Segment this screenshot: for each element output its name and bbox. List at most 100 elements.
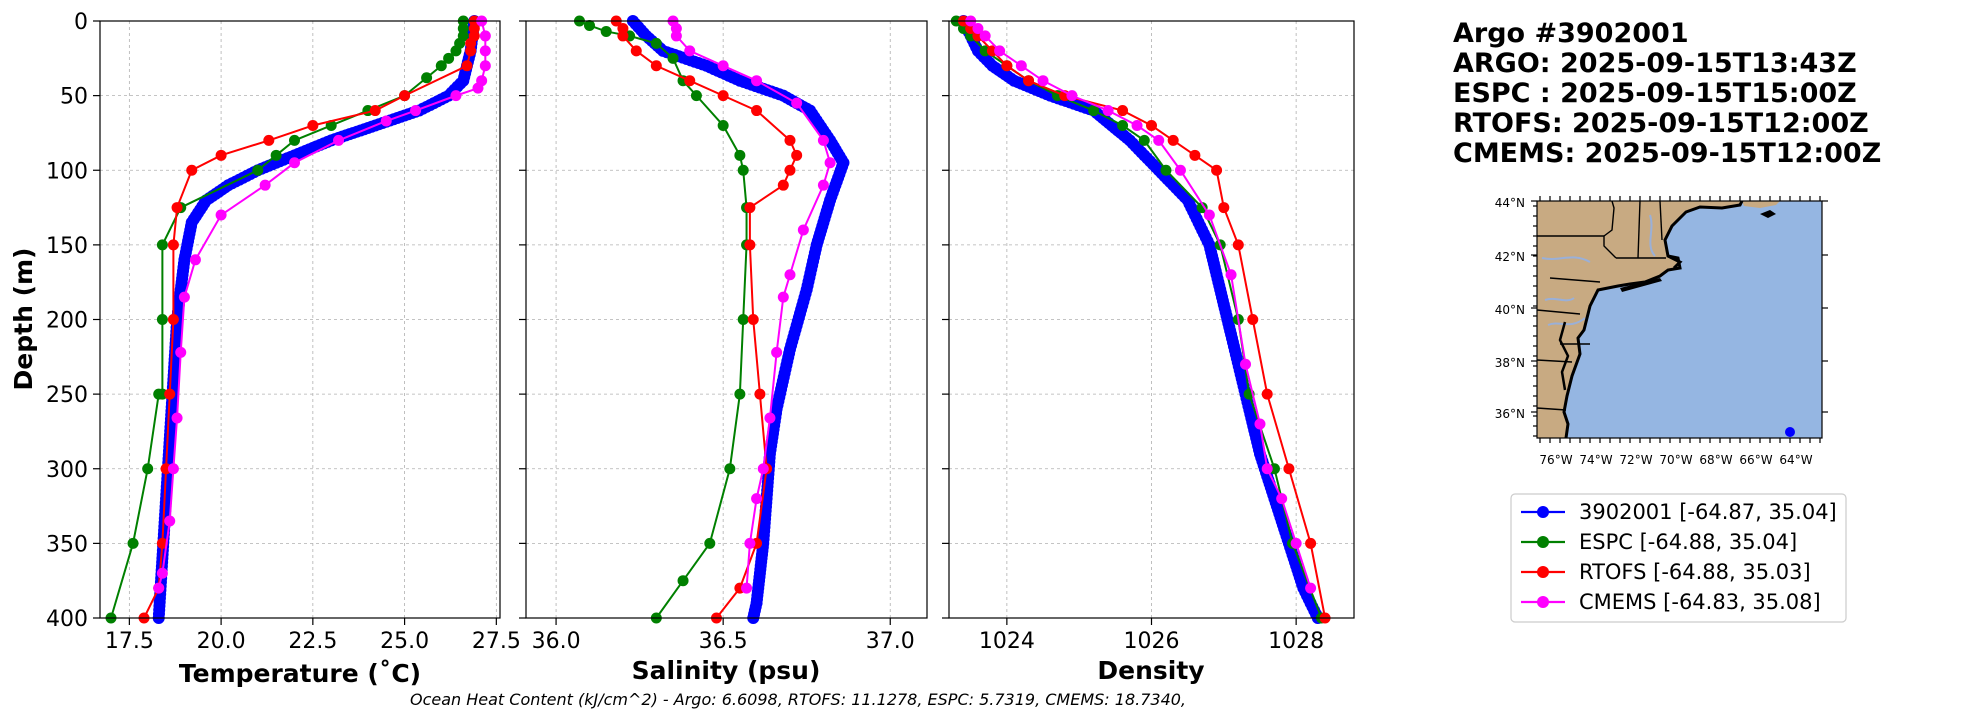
map-lat-label-40: 40°N — [1495, 303, 1525, 317]
salinity-point-rtofs — [684, 75, 696, 87]
density-xtick-label: 1024 — [979, 629, 1035, 654]
temperature-point-cmems — [479, 60, 491, 72]
density-point-cmems — [1066, 90, 1078, 102]
density-point-cmems — [1290, 537, 1302, 549]
density-point-cmems — [1305, 582, 1317, 594]
density-point-cmems — [1174, 164, 1186, 176]
density-series-cmems — [965, 15, 1317, 594]
temperature-point-cmems — [479, 30, 491, 42]
salinity-point-espc — [677, 575, 689, 587]
salinity-panel: 36.0 36.5 37.0 Salinity (psu) — [519, 15, 928, 685]
density-point-cmems — [1203, 209, 1215, 221]
depth-tick-label: 300 — [46, 458, 88, 483]
map-chesapeake — [1558, 321, 1570, 391]
temperature-point-cmems — [215, 209, 227, 221]
map-long-island — [1620, 278, 1662, 292]
salinity-point-rtofs — [744, 202, 756, 214]
legend-marker-cmems — [1537, 596, 1549, 608]
temperature-point-cmems — [380, 115, 392, 127]
density-point-espc — [1088, 105, 1100, 117]
temperature-point-rtofs — [164, 388, 176, 400]
temperature-point-rtofs — [465, 45, 477, 57]
map-lat-label-44: 44°N — [1495, 196, 1525, 210]
temperature-point-espc — [288, 134, 300, 146]
depth-tick-label: 400 — [46, 607, 88, 632]
temperature-series-espc — [105, 15, 469, 624]
temperature-series-cmems — [153, 15, 491, 594]
salinity-point-rtofs — [650, 60, 662, 72]
density-panel: 1024 1026 1028 Density — [942, 15, 1355, 685]
temperature-point-rtofs — [167, 314, 179, 325]
salinity-series-espc — [573, 15, 753, 624]
salinity-point-rtofs — [754, 388, 766, 400]
salinity-point-cmems — [751, 493, 763, 505]
inset-map: 44°N 42°N 40°N 38°N 36°N 76°W 74°W 72°W … — [1495, 196, 1828, 467]
density-point-rtofs — [1218, 202, 1230, 214]
salinity-series-cmems — [667, 15, 836, 594]
temperature-point-rtofs — [369, 105, 381, 117]
legend: 3902001 [-64.87, 35.04] ESPC [-64.88, 35… — [1510, 493, 1847, 623]
salinity-point-espc — [704, 537, 716, 549]
salinity-point-rtofs — [617, 30, 629, 42]
salinity-point-rtofs — [777, 179, 789, 191]
temperature-axis-label: Temperature (˚C) — [179, 659, 421, 688]
temperature-series-rtofs — [138, 15, 480, 624]
salinity-point-rtofs — [791, 149, 803, 161]
density-point-rtofs — [1283, 463, 1295, 475]
salinity-point-rtofs — [717, 90, 729, 102]
density-point-cmems — [1276, 493, 1288, 505]
salinity-point-rtofs — [744, 239, 756, 251]
density-point-cmems — [1153, 134, 1165, 146]
temperature-point-cmems — [472, 82, 484, 94]
density-point-cmems — [1015, 60, 1027, 72]
density-point-rtofs — [1117, 105, 1129, 117]
temperature-point-cmems — [479, 45, 491, 57]
temperature-point-cmems — [450, 90, 462, 102]
map-cape-cod — [1667, 254, 1683, 270]
temperature-point-cmems — [164, 515, 176, 527]
salinity-point-espc — [737, 314, 749, 325]
salinity-point-espc — [724, 463, 736, 475]
salinity-point-espc — [737, 164, 749, 176]
map-lon-label-70: 70°W — [1659, 453, 1692, 467]
density-point-rtofs — [1189, 149, 1201, 161]
temperature-point-cmems — [153, 582, 165, 594]
depth-tick-label: 100 — [46, 159, 88, 184]
density-point-rtofs — [1023, 75, 1035, 87]
temperature-xtick-label: 17.5 — [105, 629, 154, 654]
depth-tick-label: 0 — [74, 10, 88, 35]
float-location-marker — [1785, 427, 1795, 437]
temperature-point-espc — [270, 149, 282, 161]
temperature-point-cmems — [175, 346, 187, 358]
depth-tick-label: 150 — [46, 234, 88, 259]
salinity-xtick-label: 36.0 — [532, 629, 581, 654]
density-point-rtofs — [1001, 60, 1013, 72]
density-point-rtofs — [1261, 388, 1273, 400]
temperature-point-rtofs — [461, 60, 473, 72]
map-land-maine-coast — [1742, 201, 1780, 208]
salinity-point-cmems — [670, 30, 682, 42]
map-nova-scotia — [1760, 210, 1776, 218]
salinity-point-cmems — [764, 412, 776, 424]
temperature-point-rtofs — [399, 90, 411, 102]
temperature-point-espc — [421, 72, 433, 84]
temperature-point-espc — [156, 239, 168, 251]
salinity-point-cmems — [741, 582, 753, 594]
density-point-cmems — [979, 30, 991, 42]
temperature-point-cmems — [178, 291, 190, 303]
map-rivers — [1541, 214, 1656, 326]
legend-marker-rtofs — [1537, 566, 1549, 578]
temperature-point-cmems — [171, 412, 183, 424]
salinity-point-espc — [650, 37, 662, 49]
temperature-point-espc — [443, 52, 455, 64]
salinity-point-espc — [734, 388, 746, 400]
density-axis-label: Density — [1097, 656, 1204, 685]
salinity-point-rtofs — [784, 134, 796, 146]
salinity-point-cmems — [817, 179, 829, 191]
legend-marker-espc — [1537, 536, 1549, 548]
density-point-rtofs — [1232, 239, 1244, 251]
temperature-point-espc — [450, 45, 462, 57]
salinity-point-espc — [600, 25, 612, 37]
temperature-point-espc — [252, 164, 264, 176]
